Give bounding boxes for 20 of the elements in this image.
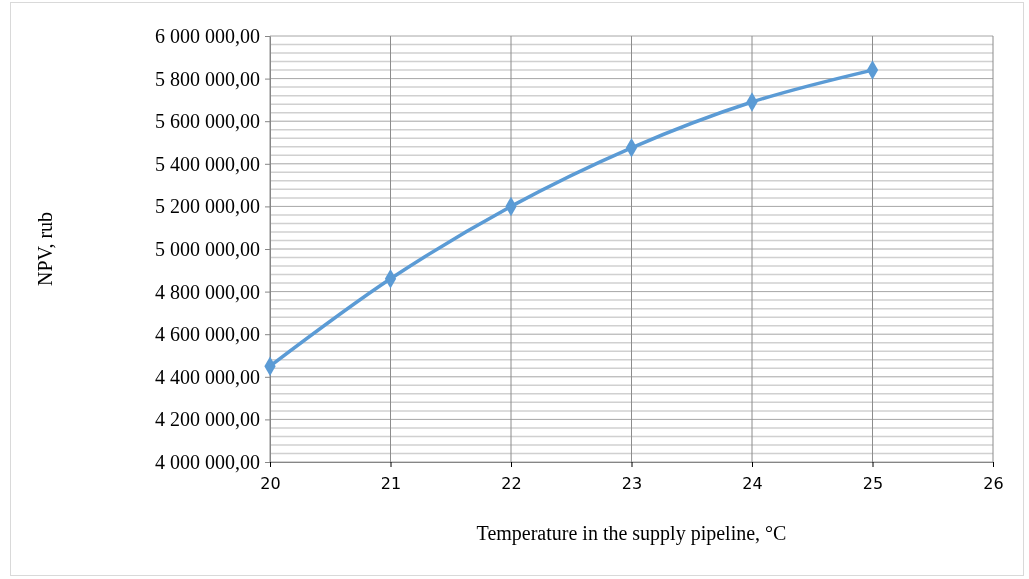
- y-tick-label: 5 400 000,00: [155, 152, 260, 175]
- x-tick-label: 26: [983, 474, 1004, 494]
- y-axis-title: NPV, rub: [34, 211, 56, 287]
- y-tick-label: 5 800 000,00: [155, 67, 260, 90]
- x-tick-label: 23: [621, 474, 643, 494]
- y-tick-label: 4 000 000,00: [155, 450, 260, 473]
- y-tick-label: 4 400 000,00: [155, 365, 260, 388]
- x-tick-label: 22: [501, 474, 522, 494]
- y-tick-label: 4 600 000,00: [155, 323, 260, 346]
- x-tick-label: 24: [742, 474, 763, 494]
- y-tick-label: 4 800 000,00: [155, 280, 260, 303]
- y-tick-label: 5 000 000,00: [155, 237, 260, 260]
- y-tick-label: 5 200 000,00: [155, 195, 260, 218]
- x-tick-label: 25: [862, 474, 884, 494]
- x-tick-label: 20: [260, 474, 281, 494]
- y-tick-label: 6 000 000,00: [155, 24, 260, 47]
- x-tick-label: 21: [380, 474, 402, 494]
- y-tick-label: 4 200 000,00: [155, 408, 260, 431]
- y-tick-label: 5 600 000,00: [155, 110, 260, 133]
- x-axis-title: Temperature in the supply pipeline, °C: [476, 522, 787, 545]
